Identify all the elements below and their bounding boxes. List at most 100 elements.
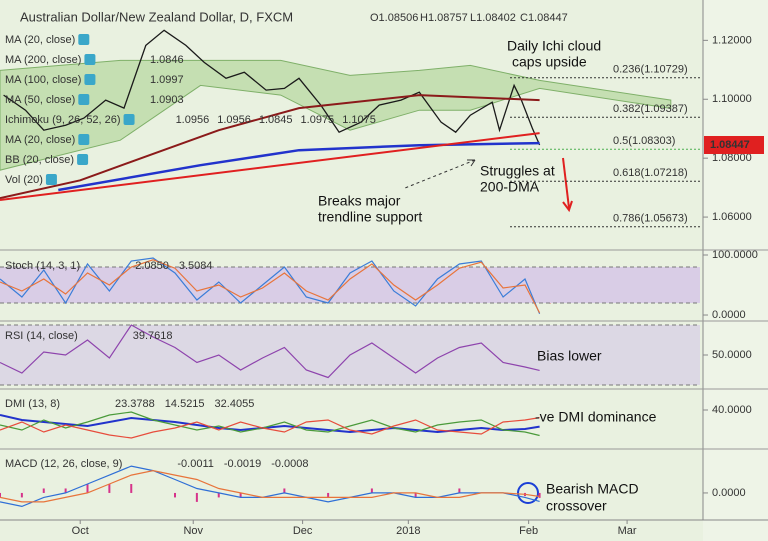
legend-icon	[78, 134, 90, 145]
legend-label: MA (50, close)	[5, 94, 75, 106]
legend-icon	[78, 94, 90, 105]
legend-label: BB (20, close)	[5, 154, 74, 166]
histogram-bar	[86, 484, 89, 493]
fib-label: 0.382(1.09387)	[613, 103, 688, 115]
indicator-label: DMI (13, 8)	[5, 398, 60, 410]
histogram-bar	[174, 492, 176, 498]
x-tick-label: Nov	[183, 525, 203, 537]
indicator-value: -0.0008	[271, 458, 308, 470]
legend-label: MA (200, close)	[5, 54, 81, 66]
histogram-bar	[0, 492, 1, 498]
annotation: Daily Ichi cloud	[507, 38, 601, 54]
legend-value: 1.0956	[217, 114, 251, 126]
series-line	[0, 94, 540, 200]
legend-icon	[123, 114, 135, 125]
indicator-value: 32.4055	[215, 398, 255, 410]
highlight-circle	[517, 482, 539, 504]
indicator-value: -0.0011	[177, 458, 214, 470]
legend-icon	[84, 54, 96, 65]
histogram-bar	[217, 492, 220, 498]
annotation: trendline support	[318, 209, 422, 225]
y-tick-label: 40.0000	[712, 404, 752, 416]
x-tick-label: Dec	[293, 525, 313, 537]
x-tick-label: Oct	[72, 525, 89, 537]
histogram-bar	[458, 488, 461, 493]
series-line	[0, 465, 540, 508]
y-tick-label: 1.06000	[712, 211, 752, 223]
histogram-bar	[327, 492, 330, 498]
indicator-value: 2.0850	[135, 260, 169, 272]
ohlc-value: C1.08447	[520, 12, 568, 24]
ohlc-value: L1.08402	[470, 12, 516, 24]
x-tick-label: Mar	[618, 525, 637, 537]
y-tick-label: 1.12000	[712, 34, 752, 46]
series-line	[0, 411, 540, 437]
histogram-bar	[20, 492, 23, 498]
indicator-value: 23.3788	[115, 398, 155, 410]
annotation: Bias lower	[537, 348, 602, 364]
legend-value: 1.1075	[342, 114, 376, 126]
panel-separators	[0, 249, 768, 450]
arrow-head	[562, 200, 573, 213]
series-line	[3, 29, 541, 146]
legend-label: MA (20, close)	[5, 134, 75, 146]
annotation: Bearish MACD	[546, 481, 639, 497]
y-tick-label: 0.0000	[712, 487, 746, 499]
series-line	[0, 414, 540, 434]
ohlc-value: H1.08757	[420, 12, 468, 24]
annotation: Breaks major	[318, 193, 401, 209]
dashed-arrow	[404, 159, 476, 189]
indicator-value: -0.0019	[224, 458, 261, 470]
indicator-label: MACD (12, 26, close, 9)	[5, 458, 122, 470]
arrow-head	[467, 159, 476, 167]
histogram-bar	[283, 488, 286, 493]
annotation: -ve DMI dominance	[535, 409, 657, 425]
legend-label: Ichimoku (9, 26, 52, 26)	[5, 114, 121, 126]
price-axis-area	[703, 0, 768, 541]
legend-value: 1.0846	[150, 54, 184, 66]
indicator-value: 3.5084	[179, 260, 213, 272]
y-tick-label: 1.10000	[712, 93, 752, 105]
legend-value: 1.0975	[301, 114, 335, 126]
annotation: crossover	[546, 498, 607, 514]
series-line	[58, 141, 540, 192]
series-line	[0, 324, 540, 379]
ohlc-value: O1.08506	[370, 12, 418, 24]
legend-icon	[77, 154, 89, 165]
annotation: caps upside	[512, 54, 587, 70]
annotation: 200-DMA	[480, 179, 540, 195]
chart-title: Australian Dollar/New Zealand Dollar, D,…	[20, 9, 293, 24]
y-tick-label: 1.08000	[712, 152, 752, 164]
histogram-bar	[130, 484, 133, 493]
price-tag-label: 1.08447	[710, 139, 750, 151]
fib-label: 0.618(1.07218)	[613, 167, 688, 179]
legend-label: MA (20, close)	[5, 34, 75, 46]
fib-label: 0.786(1.05673)	[613, 213, 688, 225]
legend-value: 1.0845	[259, 114, 293, 126]
legend-label: MA (100, close)	[5, 74, 81, 86]
histogram-bar	[42, 488, 45, 493]
ichimoku-cloud	[0, 59, 672, 171]
histogram-bar	[370, 488, 373, 493]
indicator-value: 39.7618	[133, 330, 173, 342]
histogram-bar	[538, 492, 541, 498]
fib-label: 0.5(1.08303)	[613, 135, 675, 147]
price-tag	[704, 135, 764, 154]
legend-value: 1.0997	[150, 74, 184, 86]
histogram-bar	[108, 484, 111, 493]
legend-value: 1.0956	[176, 114, 210, 126]
legend-value: 1.0903	[150, 94, 184, 106]
series-line	[0, 132, 540, 201]
series-line	[0, 417, 540, 439]
series-line	[0, 259, 541, 314]
histogram-bar	[239, 492, 242, 498]
y-tick-label: 0.0000	[712, 309, 746, 321]
y-tick-label: 50.0000	[712, 349, 752, 361]
series-line	[0, 257, 541, 315]
annotation: Struggles at	[480, 163, 555, 179]
legend-icon	[45, 174, 57, 185]
legend-icon	[84, 74, 96, 85]
histogram-bar	[64, 488, 67, 493]
